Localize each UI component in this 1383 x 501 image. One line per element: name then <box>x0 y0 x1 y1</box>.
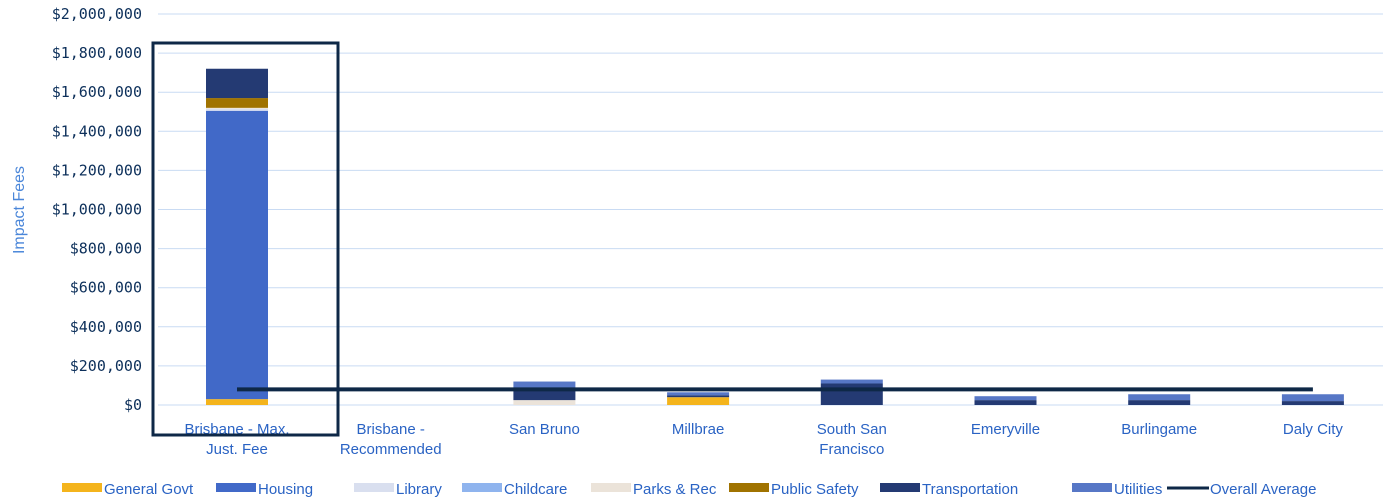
y-tick-label: $0 <box>124 396 142 414</box>
bar-segment <box>206 68 268 99</box>
bar-segment <box>1281 401 1344 405</box>
gridlines <box>158 13 1383 406</box>
x-category-label: Emeryville <box>971 421 1040 438</box>
y-tick-label: $400,000 <box>70 318 142 336</box>
bar-segment <box>513 400 576 405</box>
bar-segment <box>1128 394 1191 401</box>
bar-segment <box>974 400 1037 405</box>
bar-segment <box>206 399 268 405</box>
bar-segment <box>820 379 883 384</box>
legend-label: Library <box>396 481 442 498</box>
legend-label: Transportation <box>922 481 1018 498</box>
highlight-box <box>151 41 340 437</box>
bar-segment <box>974 396 1037 401</box>
bar-segment <box>513 381 576 391</box>
y-tick-label: $200,000 <box>70 357 142 375</box>
y-tick-label: $1,600,000 <box>52 83 142 101</box>
bar-segment <box>206 107 268 109</box>
legend-swatch <box>591 483 631 492</box>
y-axis-tick-labels: $0 $200,000 $400,000 $600,000 $800,000 $1,000… <box>52 5 142 414</box>
legend-swatch <box>62 483 102 492</box>
bar-segment <box>667 392 730 396</box>
bar-segment <box>206 110 268 400</box>
legend-swatch <box>462 483 502 492</box>
legend-label: Parks & Rec <box>633 481 717 498</box>
legend-swatch <box>729 483 769 492</box>
y-tick-label: $2,000,000 <box>52 5 142 23</box>
legend-label: Public Safety <box>771 481 859 498</box>
legend-swatch <box>354 483 394 492</box>
y-tick-label: $1,200,000 <box>52 161 142 179</box>
legend-label: General Govt <box>104 481 194 498</box>
bar-segment <box>513 390 576 401</box>
legend-swatch <box>216 483 256 492</box>
bar-segment <box>206 98 268 108</box>
y-axis-title: Impact Fees <box>11 166 28 254</box>
x-category-label: Brisbane - Max. Just. Fee <box>184 421 289 458</box>
x-axis-category-labels: Brisbane - Max. Just. Fee Brisbane -Recomm… <box>184 421 1343 458</box>
legend-label: Utilities <box>1114 481 1162 498</box>
x-category-label: Daly City <box>1283 421 1344 438</box>
legend-label: Housing <box>258 481 313 498</box>
y-tick-label: $800,000 <box>70 240 142 258</box>
y-tick-label: $1,400,000 <box>52 122 142 140</box>
bar-segment <box>667 395 730 398</box>
legend-label: Overall Average <box>1210 481 1316 498</box>
bar-stacks <box>206 68 1344 405</box>
legend-swatch <box>880 483 920 492</box>
bar-segment <box>667 397 730 405</box>
bar-segment <box>1128 400 1191 405</box>
y-tick-label: $600,000 <box>70 279 142 297</box>
legend-label: Childcare <box>504 481 567 498</box>
bar-segment <box>820 383 883 405</box>
x-category-label: Brisbane -Recommended <box>340 421 442 458</box>
bar-segment <box>1281 394 1344 402</box>
y-tick-label: $1,000,000 <box>52 201 142 219</box>
x-category-label: San Bruno <box>509 421 580 438</box>
x-category-label: Millbrae <box>672 421 725 438</box>
x-category-label: South San Francisco <box>817 421 887 458</box>
legend-swatch <box>1072 483 1112 492</box>
bar-segment <box>206 108 268 111</box>
y-tick-label: $1,800,000 <box>52 44 142 62</box>
legend: General Govt Housing Library Childcare Parks… <box>62 481 1316 498</box>
x-category-label: Burlingame <box>1121 421 1197 438</box>
